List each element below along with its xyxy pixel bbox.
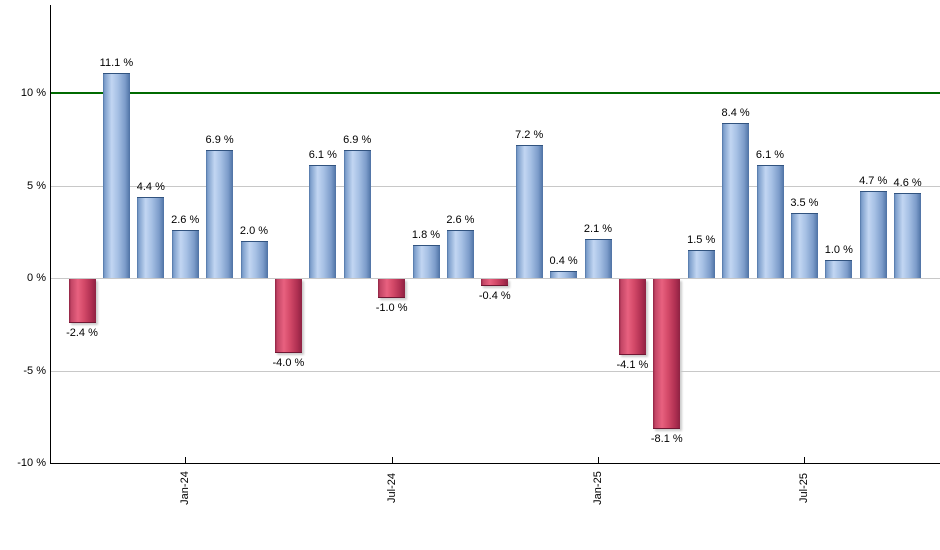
gridline (51, 278, 940, 279)
bar-Jan-24 (171, 229, 199, 278)
bar-Aug-25 (825, 259, 853, 278)
bar-value-label: -4.0 % (272, 357, 305, 369)
bar-value-label: 2.0 % (239, 225, 269, 237)
gridline (51, 370, 940, 372)
bar-value-label: 2.1 % (583, 223, 613, 236)
y-axis-label: -5 % (23, 364, 46, 377)
bar-value-label: 11.1 % (99, 56, 134, 69)
bar-Oct-23 (68, 279, 96, 324)
bar-Dec-23 (137, 196, 165, 278)
benchmark-line-10pct (51, 92, 940, 94)
bar-value-label: 6.9 % (205, 134, 234, 147)
y-axis-label: 0 % (27, 272, 46, 284)
x-axis-tick (598, 457, 599, 464)
bar-May-25 (722, 122, 750, 278)
bar-value-label: -8.1 % (650, 432, 683, 445)
x-axis-label: Jan-25 (592, 471, 604, 505)
bar-Mar-24 (240, 241, 268, 278)
y-axis-label: 5 % (27, 179, 46, 192)
bar-Jun-24 (343, 150, 371, 278)
bar-Oct-24 (481, 279, 509, 287)
bar-value-label: 2.6 % (171, 213, 200, 226)
bar-value-label: -2.4 % (66, 327, 98, 340)
bar-value-label: 7.2 % (515, 128, 544, 141)
bar-Feb-24 (206, 150, 234, 278)
bar-Dec-24 (550, 270, 578, 278)
bar-Sep-25 (859, 191, 887, 278)
bar-May-24 (309, 165, 337, 278)
x-axis-label: Jan-24 (179, 471, 192, 505)
bar-Sep-24 (446, 229, 474, 278)
x-axis-line (50, 463, 940, 464)
bar-Apr-24 (274, 279, 302, 353)
bar-value-label: 3.5 % (790, 197, 819, 210)
bar-Mar-25 (653, 279, 681, 429)
bar-Nov-24 (515, 144, 543, 278)
bar-value-label: 1.8 % (411, 228, 441, 241)
bar-value-label: 4.4 % (136, 180, 165, 193)
x-axis-tick (391, 457, 393, 464)
x-axis-label: Jul-24 (385, 473, 398, 503)
bar-Jul-24 (378, 279, 406, 298)
bar-value-label: 4.7 % (859, 175, 888, 188)
y-axis-label: -10 % (17, 457, 46, 469)
bar-Jul-25 (790, 213, 818, 278)
y-axis-label: 10 % (20, 87, 46, 99)
bar-value-label: 2.6 % (446, 213, 475, 226)
y-axis-line (50, 5, 51, 464)
bar-value-label: -4.1 % (616, 358, 649, 371)
bar-Apr-25 (687, 250, 715, 278)
bar-value-label: 6.1 % (308, 149, 337, 162)
bar-Feb-25 (618, 279, 646, 355)
bar-value-label: 6.1 % (755, 149, 785, 162)
x-axis-tick (804, 457, 806, 464)
bar-Jan-25 (584, 239, 612, 278)
bar-Jun-25 (756, 165, 784, 278)
bar-value-label: 1.5 % (687, 234, 716, 247)
x-axis-label: Jul-25 (798, 473, 811, 503)
bar-value-label: 4.6 % (893, 176, 922, 189)
bar-Aug-24 (412, 244, 440, 278)
bar-Oct-25 (894, 192, 922, 278)
bar-value-label: 8.4 % (721, 106, 750, 119)
x-axis-tick (185, 457, 187, 464)
bar-value-label: 6.9 % (343, 134, 372, 147)
bar-value-label: -1.0 % (375, 301, 408, 314)
bar-value-label: 0.4 % (549, 254, 578, 267)
bar-value-label: -0.4 % (478, 290, 511, 303)
gridline (51, 185, 940, 187)
bar-Nov-23 (102, 72, 130, 278)
bar-value-label: 1.0 % (824, 243, 853, 256)
